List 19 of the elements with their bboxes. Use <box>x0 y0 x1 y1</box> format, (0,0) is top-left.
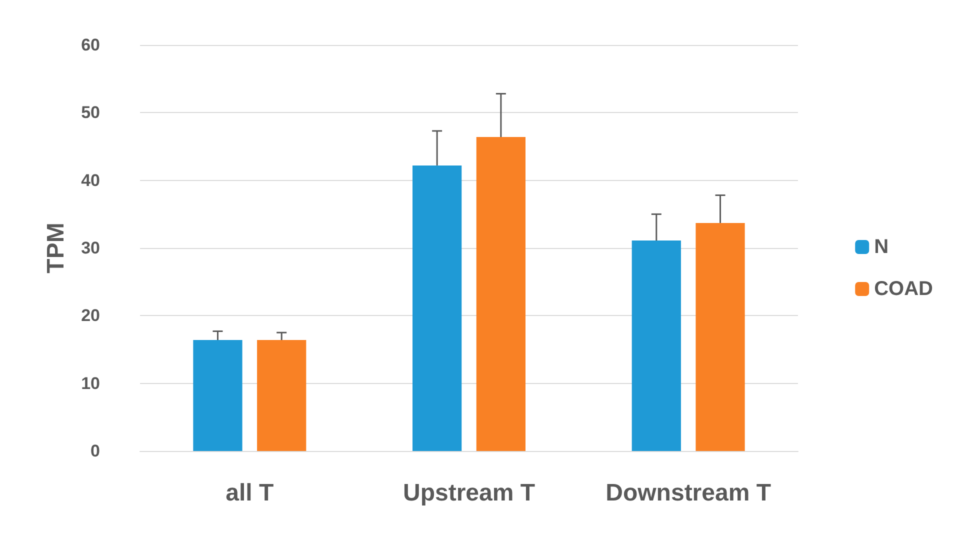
y-tick-label: 0 <box>90 442 100 460</box>
y-tick-label: 60 <box>81 36 100 54</box>
bar <box>696 222 745 451</box>
bar <box>193 340 242 451</box>
y-tick-label: 20 <box>81 306 100 326</box>
y-axis-title: TPM <box>42 222 70 274</box>
x-tick-label: Upstream T <box>402 480 536 506</box>
x-tick-label: all T <box>226 480 274 506</box>
legend-label: N <box>874 236 889 258</box>
bar <box>632 240 681 451</box>
bar <box>257 340 306 451</box>
y-tick-label: 40 <box>81 170 100 190</box>
bar <box>476 137 526 451</box>
legend-label: COAD <box>874 278 934 300</box>
y-tick-label: 10 <box>81 374 100 393</box>
y-tick-label: 30 <box>81 238 100 258</box>
x-tick-label: Downstream T <box>606 480 772 506</box>
bar <box>412 165 462 451</box>
y-tick-label: 50 <box>81 103 100 122</box>
